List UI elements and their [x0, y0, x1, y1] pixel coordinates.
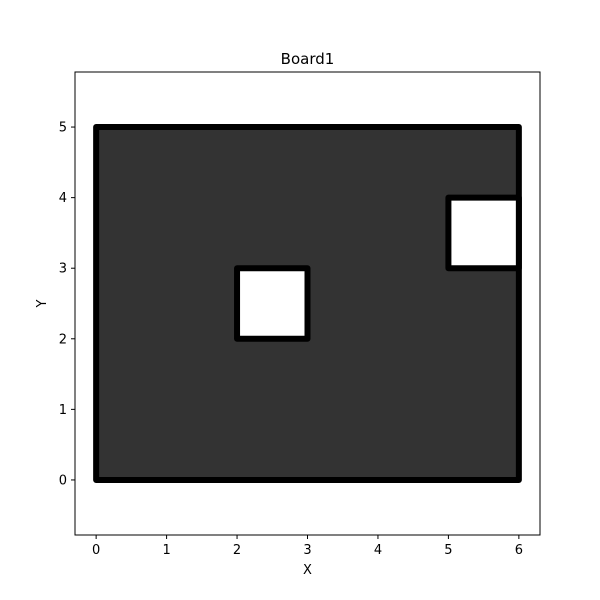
- x-tick-label: 6: [515, 543, 523, 558]
- y-tick-label: 1: [59, 403, 67, 418]
- y-tick-label: 2: [59, 332, 67, 347]
- x-tick-label: 1: [162, 543, 170, 558]
- chart-title: Board1: [281, 50, 335, 68]
- y-axis-ticks: 0 1 2 3 4 5: [59, 121, 75, 488]
- board-outline: [93, 124, 522, 483]
- y-tick-label: 4: [59, 191, 67, 206]
- y-axis-label: Y: [35, 299, 50, 308]
- x-tick-label: 5: [444, 543, 452, 558]
- x-tick-label: 4: [374, 543, 382, 558]
- y-tick-label: 0: [59, 473, 67, 488]
- x-axis-label: X: [303, 563, 312, 578]
- x-tick-label: 0: [92, 543, 100, 558]
- x-tick-label: 3: [303, 543, 311, 558]
- y-tick-label: 3: [59, 262, 67, 277]
- board-hole-1: [234, 265, 311, 342]
- plot-layer: [93, 124, 522, 483]
- x-axis-ticks: 0 1 2 3 4 5 6: [92, 535, 523, 558]
- board-hole-2: [445, 194, 522, 272]
- y-tick-label: 5: [59, 121, 67, 136]
- x-tick-label: 2: [233, 543, 241, 558]
